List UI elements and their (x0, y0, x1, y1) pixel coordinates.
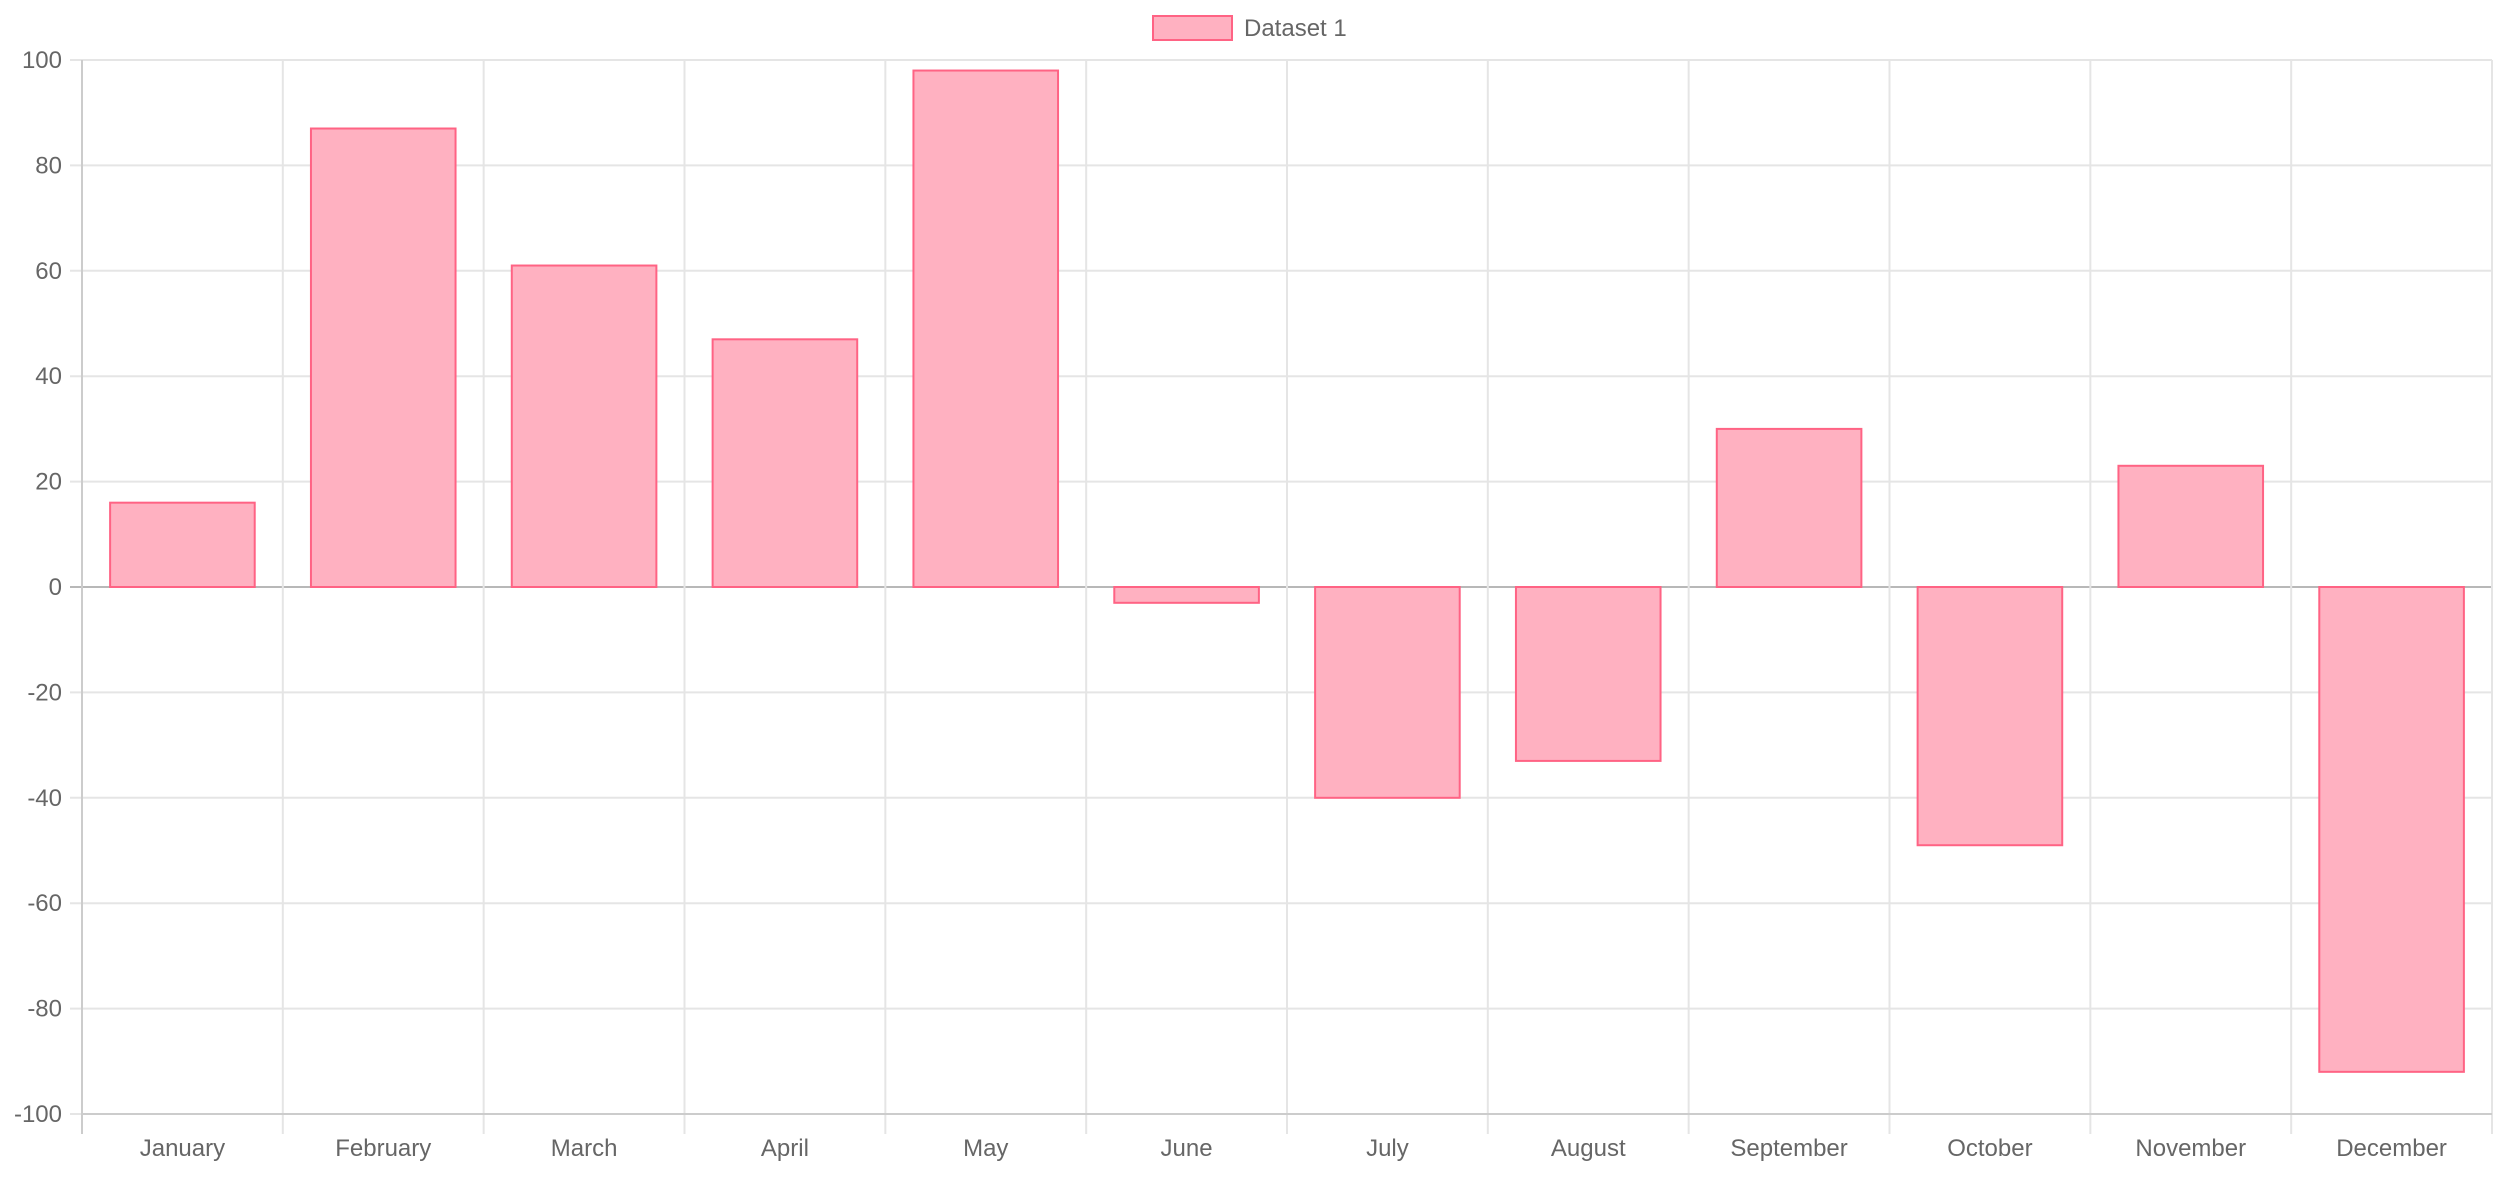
y-tick-label: 100 (22, 47, 62, 74)
y-tick-label: -80 (27, 996, 62, 1023)
bar-july[interactable] (1314, 586, 1461, 799)
bar-january[interactable] (109, 501, 256, 588)
bar-march[interactable] (510, 264, 658, 588)
x-tick-label: March (551, 1135, 618, 1162)
x-tick-label: February (335, 1135, 431, 1162)
x-tick-label: June (1161, 1135, 1213, 1162)
y-tick-label: -60 (27, 890, 62, 917)
y-tick-label: 40 (35, 363, 62, 390)
y-tick-label: -20 (27, 679, 62, 706)
x-tick-label: May (963, 1135, 1008, 1162)
bar-november[interactable] (2117, 464, 2265, 589)
bar-april[interactable] (711, 338, 859, 588)
y-tick-label: 80 (35, 152, 62, 179)
y-tick-label: -100 (14, 1101, 62, 1128)
x-tick-label: September (1730, 1135, 1847, 1162)
y-tick-label: 20 (35, 469, 62, 496)
x-tick-label: November (2135, 1135, 2246, 1162)
legend-swatch-dataset-1[interactable] (1152, 15, 1233, 41)
x-tick-label: December (2336, 1135, 2447, 1162)
y-tick-label: 60 (35, 258, 62, 285)
x-tick-label: October (1947, 1135, 2032, 1162)
bar-may[interactable] (912, 69, 1060, 589)
legend[interactable]: Dataset 1 (1152, 15, 1347, 42)
y-tick-label: -40 (27, 785, 62, 812)
x-tick-label: August (1551, 1135, 1626, 1162)
bar-december[interactable] (2318, 586, 2465, 1073)
x-tick-label: January (140, 1135, 225, 1162)
x-tick-label: April (761, 1135, 809, 1162)
axes: 100 80 60 40 20 0 -20 -40 -60 -80 -100 January Febru… (14, 47, 2492, 1162)
bar-october[interactable] (1916, 586, 2064, 847)
bar-february[interactable] (309, 127, 457, 588)
bar-june[interactable] (1113, 586, 1260, 604)
legend-label-dataset-1[interactable]: Dataset 1 (1244, 15, 1347, 42)
x-tick-label: July (1366, 1135, 1409, 1162)
y-tick-label: 0 (49, 574, 62, 601)
bar-september[interactable] (1715, 427, 1863, 588)
bar-august[interactable] (1514, 586, 1662, 762)
bars (109, 69, 2465, 1073)
